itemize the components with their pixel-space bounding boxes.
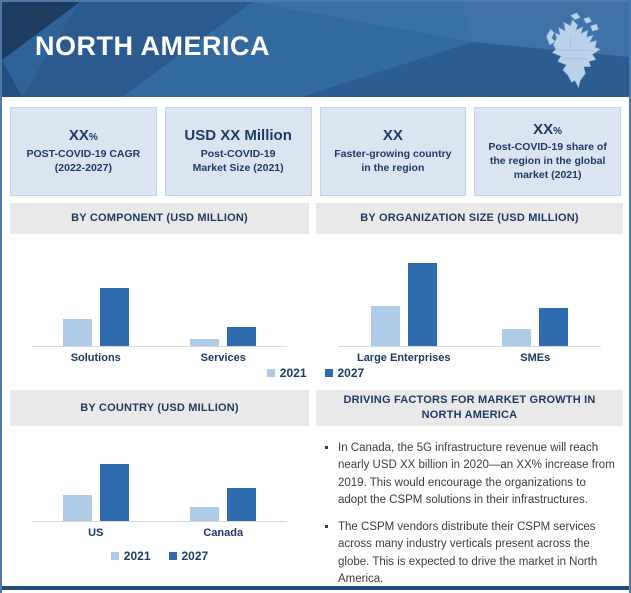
legend-item-2027: 2027 [324,366,365,380]
bottom-accent-bar [2,586,629,590]
stat-card-global-share: XX% Post-COVID-19 share of the region in… [474,107,621,196]
bar-group-solutions [32,288,160,346]
stat-label: Faster-growing country in the region [334,148,452,174]
bar-group-services [160,327,288,346]
chart-legend: 2021 2027 [10,549,309,563]
bar-2021-solutions [62,319,92,346]
low-poly-background [2,2,629,97]
page-title: NORTH AMERICA [35,31,270,61]
section-header-by-organization-size: BY ORGANIZATION SIZE (USD MILLION) [316,203,623,234]
legend-label: 2027 [337,366,365,380]
bar-2027-canada [227,488,257,521]
bar-2021-us [62,495,92,521]
driving-factors-panel: In Canada, the 5G infrastructure revenue… [316,432,623,593]
plot-area [32,430,287,522]
stat-value: XX% [68,127,98,145]
chart-legend: 2021 2027 [2,366,629,380]
category-label: US [88,527,104,539]
bar-2021-large-enterprises [370,306,400,346]
category-label: Large Enterprises [356,352,451,364]
category-label: Services [200,352,246,364]
legend-label: 2027 [181,549,209,563]
bar-2027-solutions [99,288,129,346]
section-header-by-component: BY COMPONENT (USD MILLION) [10,203,309,234]
bar-group-us [32,464,160,521]
stat-label: Post-COVID-19 Market Size (2021) [192,148,284,174]
stat-card-faster-growing: XX Faster-growing country in the region [319,107,467,196]
bar-2027-services [227,327,257,346]
driving-factor-item: The CSPM vendors distribute their CSPM s… [338,519,617,588]
stat-cards-row: XX% POST-COVID-19 CAGR (2022-2027) USD X… [10,107,621,196]
stat-card-cagr: XX% POST-COVID-19 CAGR (2022-2027) [10,107,157,196]
bar-2027-smes [539,308,569,346]
stat-label: POST-COVID-19 CAGR (2022-2027) [26,148,141,174]
section-header-driving-factors: DRIVING FACTORS FOR MARKET GROWTH IN NOR… [316,390,623,426]
chart-by-component: Solutions Services [10,234,309,364]
bar-2021-canada [190,507,220,521]
category-label: Canada [203,527,244,539]
driving-factor-item: In Canada, the 5G infrastructure revenue… [338,440,617,509]
legend-swatch [110,552,119,560]
plot-area [32,234,287,347]
bar-2027-large-enterprises [407,263,437,346]
legend-swatch [324,369,333,377]
stat-value: XX% [533,120,563,138]
stat-card-market-size: USD XX Million Post-COVID-19 Market Size… [164,107,312,196]
stat-value: XX [382,127,403,145]
legend-swatch [168,552,177,560]
stat-label: Post-COVID-19 share of the region in the… [488,141,607,181]
category-labels: Large Enterprises SMEs [338,352,601,364]
legend-item-2021: 2021 [266,366,307,380]
driving-factors-list: In Canada, the 5G infrastructure revenue… [316,440,623,588]
region-header: NORTH AMERICA [2,2,629,97]
bar-group-large-enterprises [338,263,470,346]
bar-group-canada [160,488,288,521]
north-america-map-icon [546,12,601,88]
bar-2021-smes [502,329,532,346]
category-labels: Solutions Services [32,352,287,364]
legend-label: 2021 [279,366,307,380]
bar-2021-services [190,339,220,346]
stat-value: USD XX Million [184,127,292,145]
legend-swatch [266,369,275,377]
category-label: SMEs [520,352,551,364]
chart-by-country: US Canada 2021 2027 [10,430,309,563]
chart-by-organization-size: Large Enterprises SMEs [316,234,623,364]
legend-label: 2021 [123,549,151,563]
bar-group-smes [470,308,602,346]
bar-2027-us [99,464,129,521]
category-labels: US Canada [32,527,287,539]
plot-area [338,234,601,347]
legend-item-2021: 2021 [110,549,151,563]
category-label: Solutions [70,352,121,364]
section-header-by-country: BY COUNTRY (USD MILLION) [10,390,309,426]
legend-item-2027: 2027 [168,549,209,563]
